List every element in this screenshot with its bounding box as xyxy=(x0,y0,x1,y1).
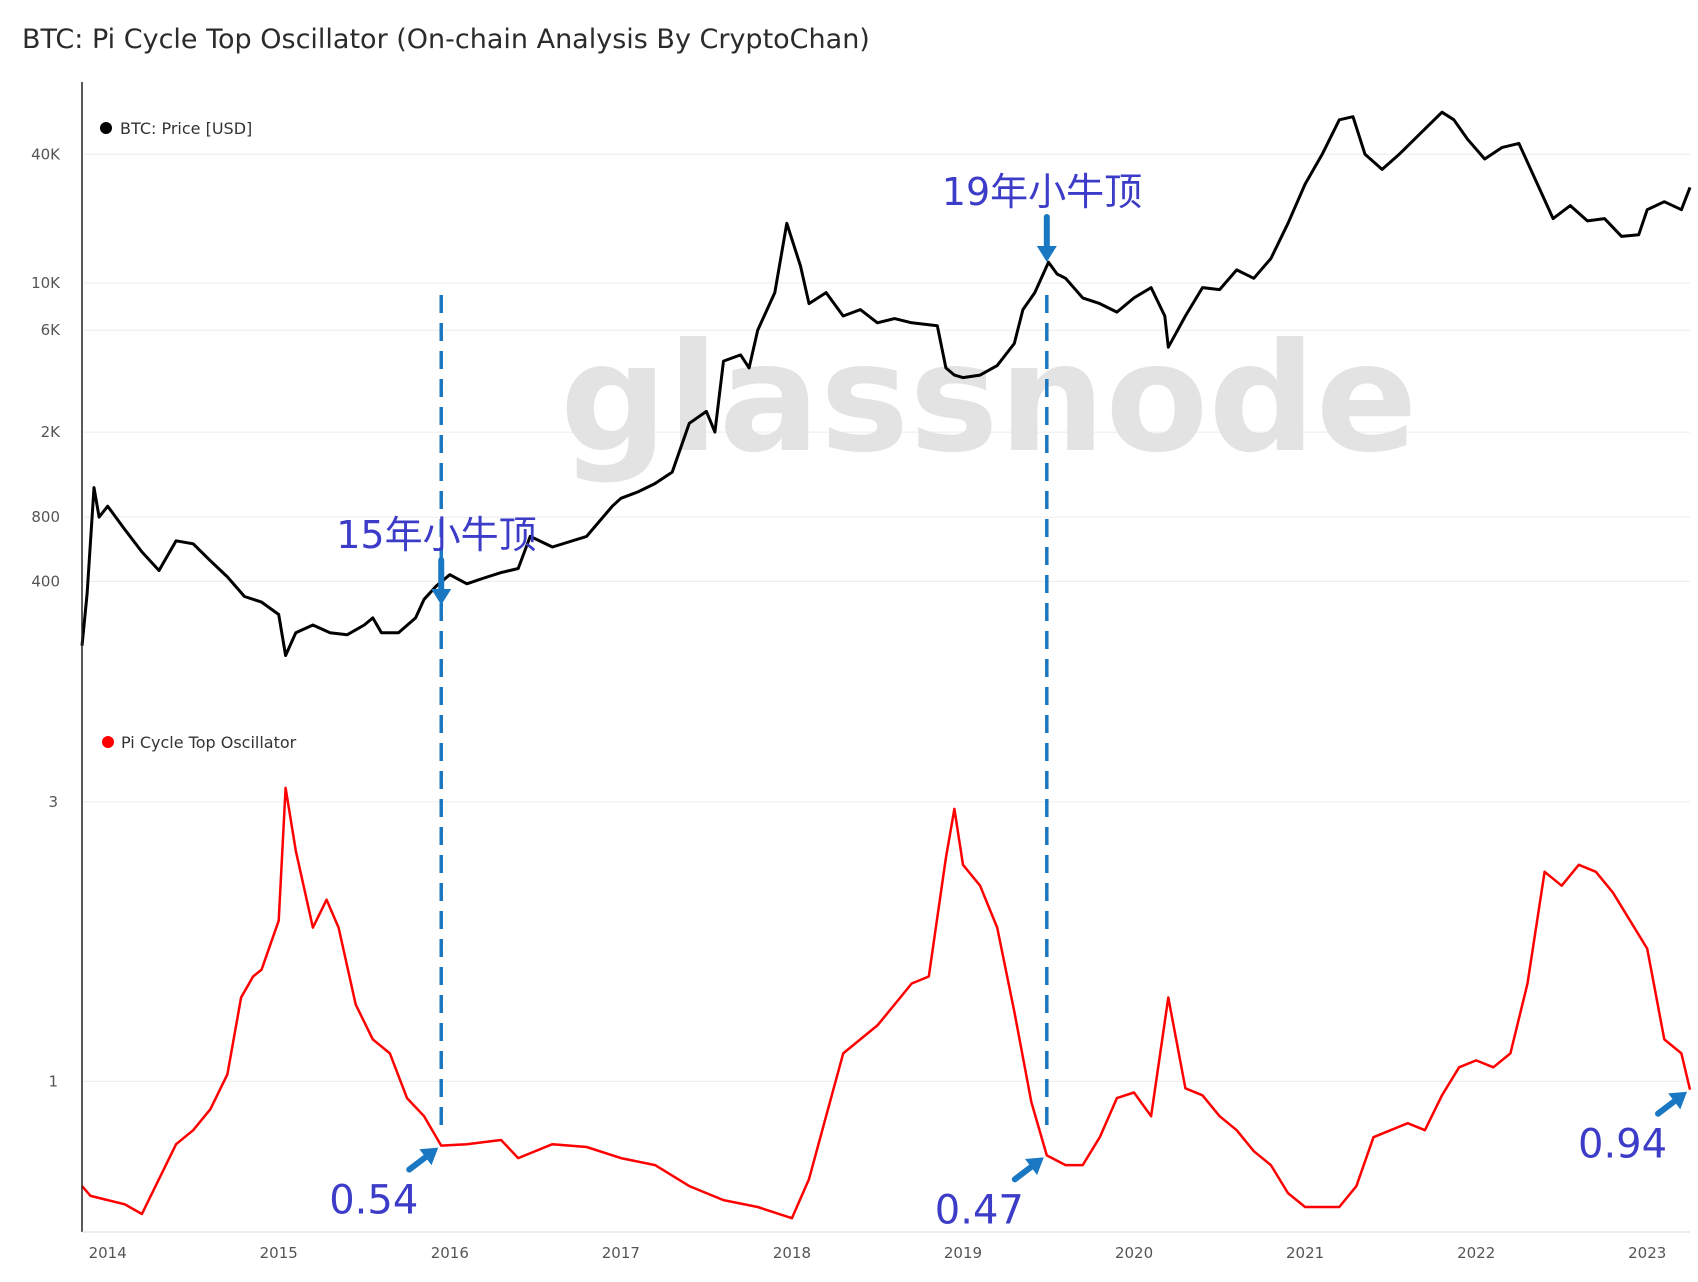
x-tick-label: 2018 xyxy=(773,1244,811,1262)
y-tick-label-price: 40K xyxy=(31,145,61,163)
y-tick-label-oscillator: 1 xyxy=(48,1072,58,1090)
arrow-head xyxy=(419,1147,439,1166)
annotation-label-top: 15年小牛顶 xyxy=(336,513,536,557)
series-line-pi-cycle-oscillator xyxy=(81,786,1692,1220)
x-tick-label: 2023 xyxy=(1628,1244,1666,1262)
annotations: 15年小牛顶 19年小牛顶 0.54 0.47 0.94 xyxy=(329,170,1687,1233)
x-tick-label: 2021 xyxy=(1286,1244,1324,1262)
annotation-value: 0.94 xyxy=(1578,1122,1667,1168)
watermark: glassnode xyxy=(560,312,1418,486)
axes: 40K 10K 6K 2K 800 400 3 1 2014 2015 2016 2017 2018 20… xyxy=(31,82,1690,1262)
chart-title: BTC: Pi Cycle Top Oscillator (On-chain A… xyxy=(22,24,870,55)
x-tick-label: 2015 xyxy=(260,1244,298,1262)
y-tick-label-price: 6K xyxy=(41,321,62,339)
gridlines xyxy=(82,153,1690,1082)
arrow-shaft xyxy=(1655,1098,1678,1117)
x-tick-label: 2017 xyxy=(602,1244,640,1262)
series-layer xyxy=(80,110,1692,1220)
annotation-arrow-up xyxy=(1011,1157,1044,1183)
legend-marker-btc-price xyxy=(100,122,112,134)
arrow-head xyxy=(431,589,452,605)
legends: BTC: Price [USD] Pi Cycle Top Oscillator xyxy=(100,119,297,752)
arrow-head xyxy=(1668,1091,1687,1110)
legend-label-oscillator: Pi Cycle Top Oscillator xyxy=(121,733,297,752)
annotation-value: 0.54 xyxy=(329,1178,418,1224)
annotation-arrow-down xyxy=(431,557,452,605)
arrow-shaft xyxy=(1011,1164,1035,1183)
y-tick-label-price: 800 xyxy=(31,508,60,526)
annotation-value: 0.47 xyxy=(935,1187,1024,1233)
y-tick-label-price: 400 xyxy=(31,572,60,590)
x-tick-label: 2014 xyxy=(89,1244,127,1262)
x-tick-label: 2019 xyxy=(944,1244,982,1262)
y-tick-label-oscillator: 3 xyxy=(48,793,58,811)
arrow-head xyxy=(1025,1157,1044,1175)
annotation-arrow-up xyxy=(1655,1091,1687,1117)
legend-label-btc-price: BTC: Price [USD] xyxy=(120,119,252,138)
annotation-label-top: 19年小牛顶 xyxy=(942,170,1142,214)
x-tick-label: 2016 xyxy=(431,1244,469,1262)
legend-marker-oscillator xyxy=(102,736,114,748)
arrow-shaft xyxy=(406,1154,429,1173)
x-tick-label: 2022 xyxy=(1457,1244,1495,1262)
y-tick-label-price: 10K xyxy=(31,274,61,292)
arrow-head xyxy=(1036,246,1057,262)
x-tick-label: 2020 xyxy=(1115,1244,1153,1262)
series-line-btc-price xyxy=(80,110,1692,657)
y-tick-label-price: 2K xyxy=(41,423,62,441)
annotation-arrow-up xyxy=(406,1147,439,1173)
annotation-arrow-down xyxy=(1036,214,1057,262)
